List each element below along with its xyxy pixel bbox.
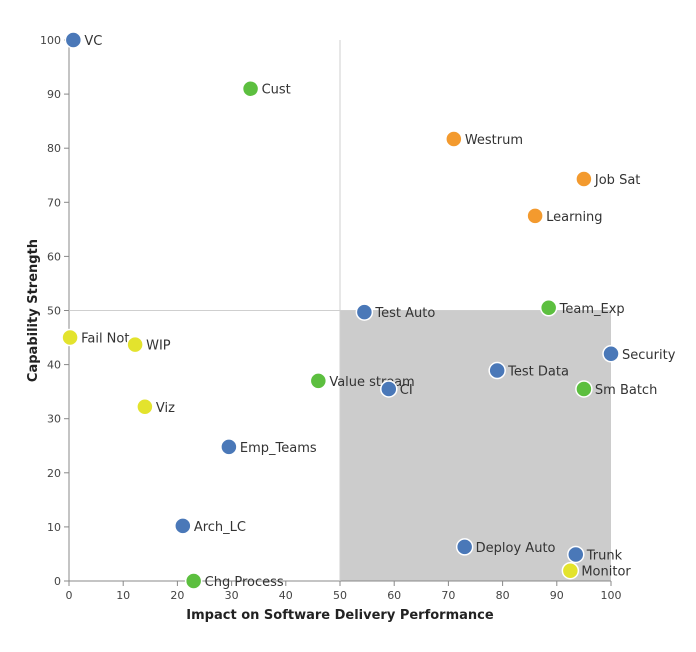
y-tick-label: 40 [47, 359, 61, 372]
point-test-data [488, 361, 506, 380]
point-label-viz: Viz [156, 401, 175, 416]
point-wip [126, 335, 144, 354]
y-tick-label: 0 [54, 575, 61, 588]
y-tick-label: 50 [47, 305, 61, 318]
point-label-security: Security [622, 348, 676, 363]
x-tick-label: 70 [441, 589, 455, 602]
point-fail-not [61, 328, 79, 347]
point-label-learning: Learning [546, 210, 602, 225]
point-vc [64, 31, 83, 49]
point-learning [526, 207, 544, 225]
point-label-vc: VC [84, 34, 102, 49]
point-ci [380, 380, 398, 398]
point-security [602, 345, 620, 363]
point-label-deploy-auto: Deploy Auto [476, 541, 556, 556]
data-points: VC Cust Westrum Job Sat Learning Team_Exp Test… [61, 31, 676, 590]
point-label-wip: WIP [146, 339, 171, 354]
point-test-auto [355, 303, 374, 321]
x-tick-label: 10 [116, 589, 130, 602]
point-trunk [567, 545, 585, 564]
y-tick-label: 100 [40, 34, 61, 47]
point-label-ci: CI [400, 383, 413, 398]
y-tick-label: 70 [47, 196, 61, 209]
point-label-team-exp: Team_Exp [559, 302, 625, 317]
shaded-quadrant [340, 310, 611, 581]
point-viz [136, 398, 154, 416]
point-label-chg-process: Chg Process [205, 575, 284, 590]
x-tick-label: 0 [66, 589, 73, 602]
x-tick-label: 30 [225, 589, 239, 602]
x-tick-label: 40 [279, 589, 293, 602]
x-axis-title: Impact on Software Delivery Performance [186, 608, 494, 623]
point-label-cust: Cust [262, 83, 291, 98]
point-arch-lc [174, 517, 192, 535]
y-tick-label: 10 [47, 521, 61, 534]
y-axis-title: Capability Strength [26, 239, 41, 382]
y-tick-label: 60 [47, 250, 61, 263]
reference-lines [69, 40, 611, 581]
x-tick-label: 80 [496, 589, 510, 602]
point-label-trunk: Trunk [586, 548, 623, 563]
x-tick-label: 100 [601, 589, 622, 602]
point-deploy-auto [455, 538, 474, 556]
y-tick-label: 30 [47, 413, 61, 426]
point-job-sat [575, 170, 593, 188]
point-value-stream [309, 372, 328, 390]
point-team-exp [539, 299, 558, 317]
point-monitor [561, 561, 580, 580]
point-cust [241, 79, 260, 98]
x-tick-label: 50 [333, 589, 347, 602]
y-tick-label: 20 [47, 467, 61, 480]
point-label-fail-not: Fail Not [81, 332, 129, 347]
point-label-test-auto: Test Auto [374, 306, 435, 321]
point-chg-process [184, 572, 203, 590]
point-label-sm-batch: Sm Batch [595, 383, 657, 398]
x-tick-label: 20 [170, 589, 184, 602]
point-sm-batch [575, 380, 593, 398]
point-label-test-data: Test Data [507, 365, 569, 380]
x-tick-label: 90 [550, 589, 564, 602]
y-tick-label: 80 [47, 142, 61, 155]
point-label-job-sat: Job Sat [594, 173, 641, 188]
point-label-monitor: Monitor [581, 565, 631, 580]
point-emp-teams [220, 438, 238, 456]
point-label-westrum: Westrum [465, 133, 523, 148]
x-tick-label: 60 [387, 589, 401, 602]
y-tick-label: 90 [47, 88, 61, 101]
shaded-region-layer [340, 310, 611, 581]
point-westrum [445, 130, 463, 148]
point-label-arch-lc: Arch_LC [194, 520, 246, 535]
point-label-emp-teams: Emp_Teams [240, 441, 317, 456]
